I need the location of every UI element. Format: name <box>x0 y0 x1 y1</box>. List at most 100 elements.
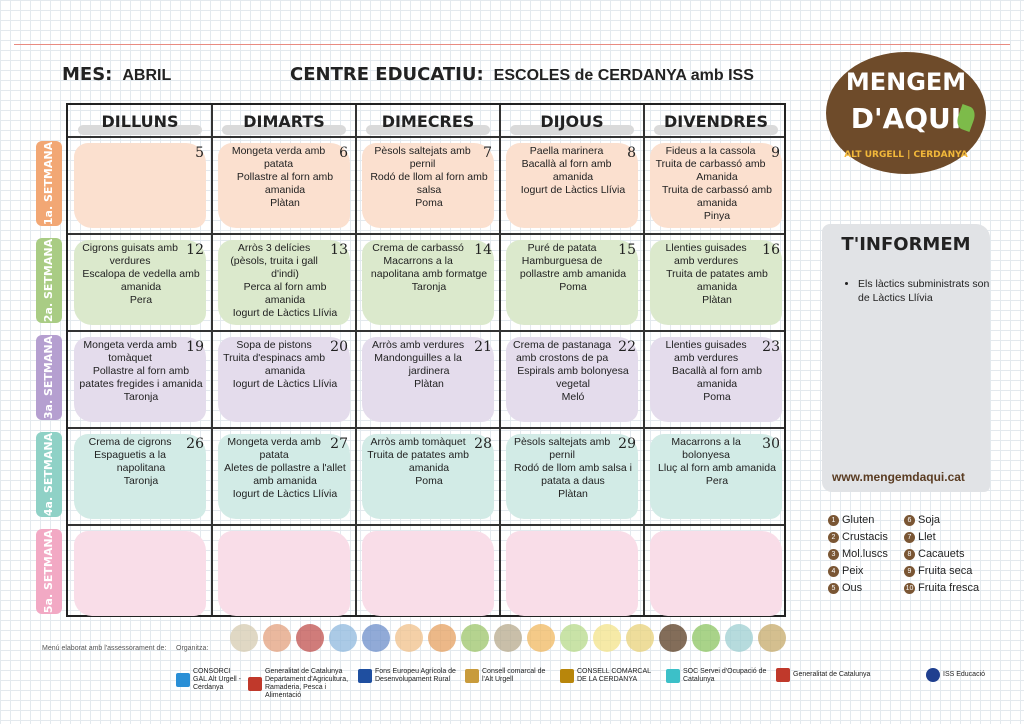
dish: Arròs amb verdures <box>371 339 465 351</box>
allergen-icon <box>428 624 456 652</box>
day-cell <box>644 525 788 622</box>
website-link[interactable]: www.mengemdaqui.cat <box>832 470 965 484</box>
dish: Pinya <box>703 210 731 222</box>
column-divider <box>643 105 645 615</box>
day-number: 20 <box>330 339 348 355</box>
day-cell <box>356 525 500 622</box>
row-divider <box>68 330 784 332</box>
dish: Mongeta verda amb patata <box>231 145 326 170</box>
cell-background <box>74 240 206 325</box>
allergen-item: 3 Mol.luscs <box>828 548 904 560</box>
mengem-daqui-logo: MENGEM D'AQUI ALT URGELL | CERDANYA <box>826 52 986 174</box>
row-divider <box>68 524 784 526</box>
dish: Truita d'espinacs amb amanida <box>223 352 326 377</box>
sponsor-logo: Consell comarcal de l'Alt Urgell <box>465 668 556 684</box>
week-label: 3a. SETMANA <box>36 335 62 420</box>
cell-background <box>362 337 494 422</box>
dish: Cigrons guisats amb verdures <box>82 242 178 267</box>
day-number: 15 <box>618 242 636 258</box>
allergen-item: 8 Cacauets <box>904 548 1000 560</box>
info-title: T'INFORMEM <box>841 234 971 255</box>
cell-background <box>218 240 350 325</box>
week-label: 5a. SETMANA <box>36 529 62 614</box>
dish: Espaguetis a la napolitana <box>94 449 166 474</box>
dish-list: 22 Crema de pastanaga amb crostons de pa E… <box>504 335 640 404</box>
cell-background <box>506 531 638 616</box>
day-header: DILLUNS <box>68 105 212 137</box>
cell-background <box>218 434 350 519</box>
dish: Poma <box>559 281 587 293</box>
day-number: 21 <box>474 339 492 355</box>
sponsor-logo: ISS Educació <box>926 668 1018 682</box>
logo-line2: D'AQUI <box>850 102 962 135</box>
cell-background <box>650 337 782 422</box>
allergen-item: 9 Fruita seca <box>904 565 1000 577</box>
day-number: 29 <box>618 436 636 452</box>
allergen-number-icon: 10 <box>904 582 915 594</box>
dish: Sopa de pistons <box>236 339 312 351</box>
day-cell <box>500 525 644 622</box>
allergen-number-icon: 4 <box>828 565 839 577</box>
dish-list: 29 Pèsols saltejats amb pernil Rodó de llo… <box>504 432 640 501</box>
dish-list: 12 Cigrons guisats amb verdures Escalopa d… <box>72 238 208 307</box>
allergen-icon <box>494 624 522 652</box>
day-cell: 13 Arròs 3 delícies (pèsols, truita i gal… <box>212 234 356 331</box>
day-cell: 5 <box>68 137 212 234</box>
week-label: 2a. SETMANA <box>36 238 62 323</box>
day-cell: 30 Macarrons a la bolonyesa Lluç al forn a… <box>644 428 788 525</box>
day-cell: 8 Paella marinera Bacallà al forn amb aman… <box>500 137 644 234</box>
dish-list <box>360 529 496 533</box>
day-header: DIJOUS <box>500 105 644 137</box>
logo-line1: MENGEM <box>845 68 967 96</box>
cell-background <box>218 531 350 616</box>
week-label: 1a. SETMANA <box>36 141 62 226</box>
day-cell: 14 Crema de carbassó Macarrons a la napoli… <box>356 234 500 331</box>
cell-background <box>650 434 782 519</box>
day-cell: 29 Pèsols saltejats amb pernil Rodó de llo… <box>500 428 644 525</box>
day-cell: 9 Fideus a la cassola Truita de carbassó a… <box>644 137 788 234</box>
dish-list: 23 Llenties guisades amb verdures Bacallà … <box>648 335 784 404</box>
dish: Pèsols saltejats amb pernil <box>513 436 611 461</box>
dish: Llenties guisades amb verdures <box>665 339 747 364</box>
cell-background <box>362 531 494 616</box>
allergen-icon <box>329 624 357 652</box>
day-cell: 16 Llenties guisades amb verdures Truita d… <box>644 234 788 331</box>
centre-value: ESCOLES de CERDANYA amb ISS <box>493 67 754 84</box>
allergen-number-icon: 8 <box>904 548 915 560</box>
day-cell: 23 Llenties guisades amb verdures Bacallà … <box>644 331 788 428</box>
column-divider <box>355 105 357 615</box>
dish-list: 19 Mongeta verda amb tomàquet Pollastre al… <box>72 335 208 404</box>
allergen-icon <box>692 624 720 652</box>
row-divider <box>68 136 784 138</box>
dish: Iogurt de Làctics Llívia <box>520 184 626 196</box>
day-number: 12 <box>186 242 204 258</box>
allergen-icon <box>230 624 258 652</box>
dish: Hamburguesa de pollastre amb amanida <box>519 255 627 280</box>
dish-list: 16 Llenties guisades amb verdures Truita d… <box>648 238 784 307</box>
assessorament-label: Menú elaborat amb l'assessorament de: <box>42 645 167 652</box>
dish-list: 5 <box>72 141 208 161</box>
day-cell: 19 Mongeta verda amb tomàquet Pollastre al… <box>68 331 212 428</box>
allergen-icon <box>725 624 753 652</box>
dish: Truita de carbassó amb amanida <box>662 184 772 209</box>
cell-background <box>74 434 206 519</box>
dish-list: 13 Arròs 3 delícies (pèsols, truita i gal… <box>216 238 352 320</box>
logo-line3: ALT URGELL | CERDANYA <box>844 150 968 160</box>
column-divider <box>211 105 213 615</box>
dish-list: 20 Sopa de pistons Truita d'espinacs amb a… <box>216 335 352 391</box>
allergen-icon <box>593 624 621 652</box>
dish-list: 26 Crema de cigrons Espaguetis a la napoli… <box>72 432 208 488</box>
day-cell: 7 Pèsols saltejats amb pernil Rodó de llom… <box>356 137 500 234</box>
day-number: 23 <box>762 339 780 355</box>
dish: Pera <box>705 475 729 487</box>
day-number: 26 <box>186 436 204 452</box>
dish-list: 30 Macarrons a la bolonyesa Lluç al forn a… <box>648 432 784 488</box>
allergen-item: 5 Ous <box>828 582 904 594</box>
sponsor-logo: Generalitat de Catalunya Departament d'A… <box>248 668 354 700</box>
allergen-icon <box>527 624 555 652</box>
cell-background <box>650 143 782 228</box>
dish: Truita de patates amb amanida <box>367 449 469 474</box>
allergen-icon <box>560 624 588 652</box>
month-label: MES: <box>62 64 113 85</box>
allergen-item: 1 Gluten <box>828 514 904 526</box>
